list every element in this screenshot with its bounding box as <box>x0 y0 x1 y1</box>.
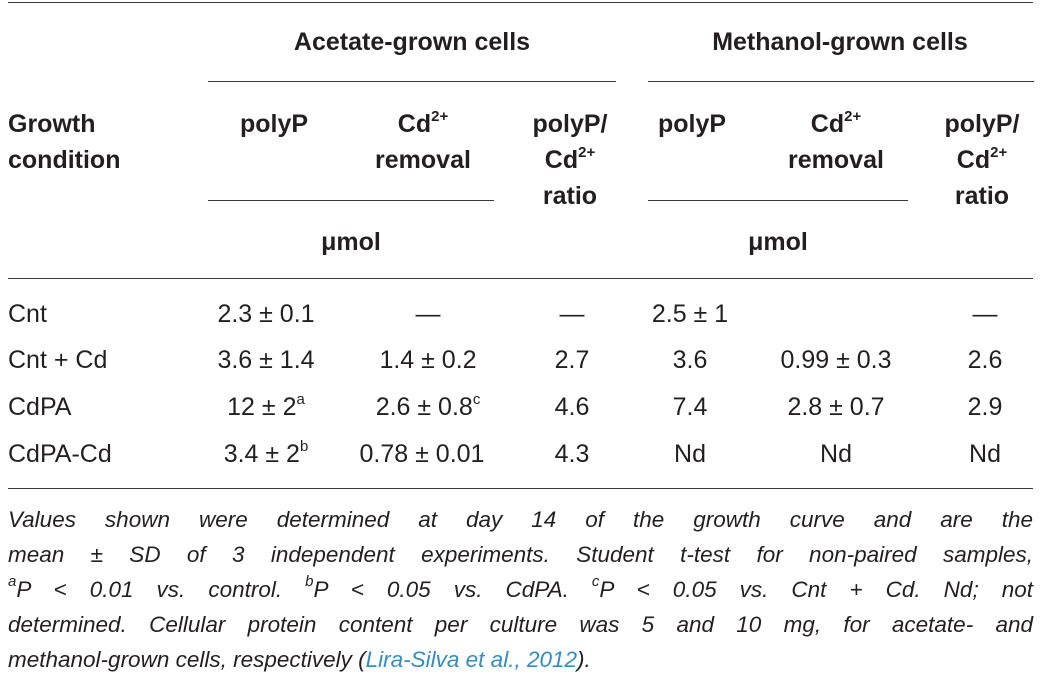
cell-methanol-polyp: 7.4 <box>672 393 708 421</box>
cell-acetate-polyp: 2.3 ± 0.1 <box>217 300 315 328</box>
row-label: CdPA-Cd <box>8 440 112 468</box>
subheader-acetate-ratio: polyP/ Cd2+ ratio <box>532 110 608 210</box>
row-header-growth-condition: Growth condition <box>8 110 121 174</box>
unit-rule-methanol <box>648 200 908 201</box>
cell-methanol-ratio: — <box>972 300 998 328</box>
table-top-rule <box>8 2 1033 3</box>
cell-acetate-polyp: 12 ± 2a <box>227 391 305 421</box>
cell-acetate-polyp: 3.6 ± 1.4 <box>217 346 315 374</box>
row-label: Cnt <box>8 300 47 328</box>
table-bottom-rule <box>8 488 1033 489</box>
header-bottom-rule <box>8 278 1033 279</box>
subheader-acetate-polyp: polyP <box>239 110 309 138</box>
cell-acetate-ratio: 4.3 <box>554 440 590 468</box>
cell-acetate-ratio: — <box>559 300 585 328</box>
group-rule-acetate <box>208 81 616 82</box>
footnote-line: mean ± SD of 3 independent experiments. … <box>8 542 1033 567</box>
cell-methanol-ratio: 2.9 <box>967 393 1003 421</box>
subheader-acetate-cd-removal: Cd2+ removal <box>375 108 471 174</box>
cell-methanol-polyp: 3.6 <box>672 346 708 374</box>
cell-methanol-ratio: Nd <box>969 440 1001 468</box>
citation-link[interactable]: Lira-Silva et al., 2012 <box>365 647 578 672</box>
cell-acetate-ratio: 2.7 <box>554 346 590 374</box>
cell-methanol-ratio: 2.6 <box>967 346 1003 374</box>
cell-methanol-cd-removal: Nd <box>820 440 852 468</box>
cell-acetate-cd-removal: 2.6 ± 0.8c <box>375 391 481 421</box>
cell-acetate-ratio: 4.6 <box>554 393 590 421</box>
unit-label-methanol: μmol <box>748 228 808 256</box>
cell-methanol-cd-removal: 2.8 ± 0.7 <box>787 393 885 421</box>
footnote-line: aP < 0.01 vs. control. bP < 0.05 vs. CdP… <box>8 573 1034 602</box>
row-label: Cnt + Cd <box>8 346 108 374</box>
cell-methanol-polyp: 2.5 ± 1 <box>651 300 729 328</box>
footnote-line: methanol-grown cells, respectively (Lira… <box>8 647 591 672</box>
cell-acetate-cd-removal: 1.4 ± 0.2 <box>379 346 477 374</box>
subheader-methanol-polyp: polyP <box>657 110 727 138</box>
unit-label-acetate: μmol <box>321 228 381 256</box>
footnote-line: Values shown were determined at day 14 o… <box>8 507 1033 532</box>
subheader-methanol-cd-removal: Cd2+ removal <box>788 108 884 174</box>
cell-methanol-polyp: Nd <box>674 440 706 468</box>
cell-acetate-cd-removal: — <box>415 300 441 328</box>
row-label: CdPA <box>8 393 72 421</box>
cell-acetate-polyp: 3.4 ± 2b <box>223 438 309 468</box>
subheader-methanol-ratio: polyP/ Cd2+ ratio <box>944 110 1020 210</box>
table-footnote: Values shown were determined at day 14 o… <box>8 502 1033 677</box>
group-header-methanol: Methanol-grown cells <box>712 28 968 56</box>
group-rule-methanol <box>648 81 1034 82</box>
group-header-acetate: Acetate-grown cells <box>293 28 531 56</box>
unit-rule-acetate <box>208 200 494 201</box>
cell-acetate-cd-removal: 0.78 ± 0.01 <box>359 440 485 468</box>
footnote-line: determined. Cellular protein content per… <box>8 612 1033 637</box>
cell-methanol-cd-removal: 0.99 ± 0.3 <box>780 346 892 374</box>
